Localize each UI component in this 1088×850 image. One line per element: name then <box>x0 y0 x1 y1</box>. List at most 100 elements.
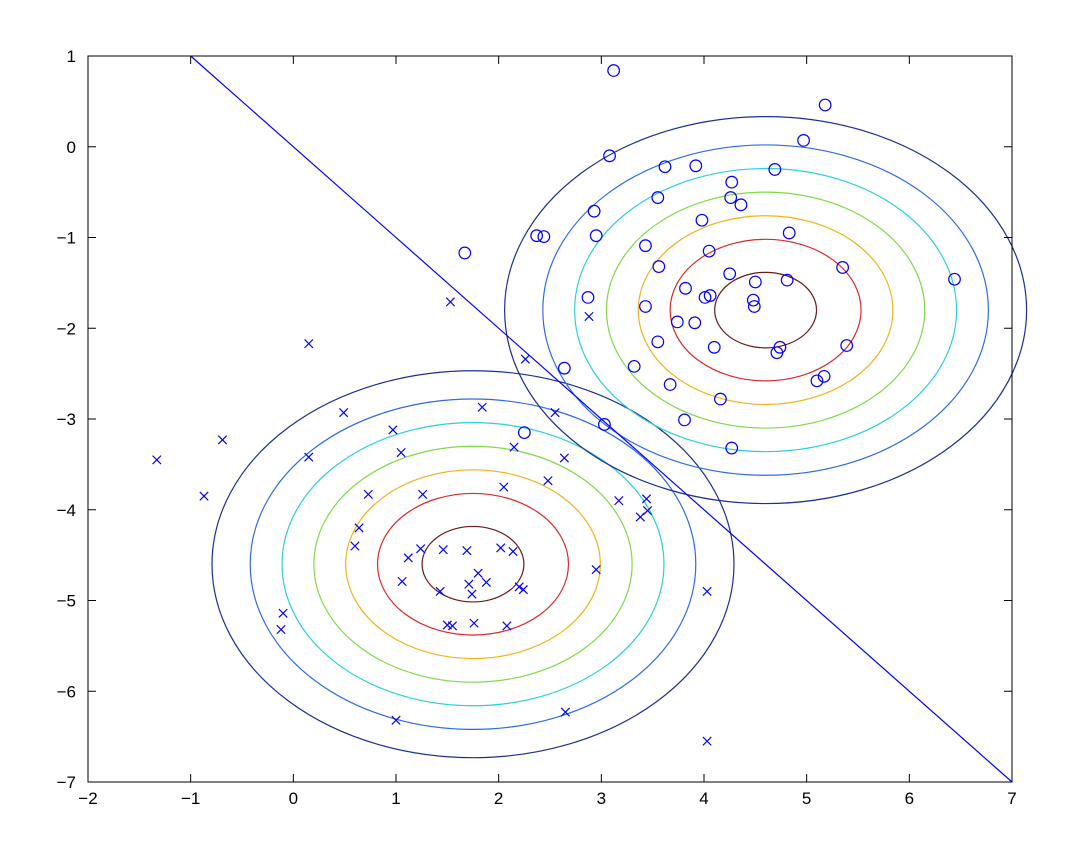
x-tick-label: 2 <box>494 789 503 808</box>
y-axis-ticks: 1 0 −1 −2 −3 −4 −5 −6 −7 <box>57 47 1012 792</box>
x-marker <box>509 442 519 452</box>
circle-marker <box>724 191 738 204</box>
circle-marker <box>603 149 616 163</box>
x-marker <box>467 589 477 599</box>
circle-marker <box>679 281 692 295</box>
circle-marker <box>639 239 652 253</box>
contour-ring <box>542 144 989 476</box>
x-marker <box>508 546 518 557</box>
x-marker <box>469 618 479 628</box>
contour-ring <box>313 445 633 683</box>
x-marker <box>462 545 472 556</box>
circle-marker <box>658 160 672 174</box>
x-marker <box>641 494 652 504</box>
circle-marker <box>817 369 831 383</box>
circle-marker <box>702 244 716 258</box>
x-marker <box>418 489 428 499</box>
circle-marker <box>707 340 721 354</box>
circle-marker <box>773 340 787 354</box>
y-tick-label: −7 <box>57 773 76 792</box>
contour-ring <box>249 398 697 730</box>
x-marker <box>560 707 571 717</box>
circle-marker <box>818 98 832 112</box>
circle-marker <box>734 198 748 212</box>
x-marker <box>473 568 483 578</box>
x-tick-label: 4 <box>699 789 708 808</box>
x-marker <box>499 482 509 492</box>
circle-marker <box>651 335 665 349</box>
x-marker <box>464 579 474 589</box>
x-marker <box>520 354 530 364</box>
contour-ring <box>376 492 570 636</box>
x-marker <box>438 545 448 555</box>
contour-ring <box>669 238 862 382</box>
x-axis-ticks: −2 −1 0 1 2 3 4 5 6 7 <box>78 56 1017 808</box>
circle-marker <box>723 267 737 281</box>
circle-marker <box>639 300 652 313</box>
circle-marker <box>678 413 691 427</box>
circle-marker <box>557 361 571 375</box>
y-tick-label: 0 <box>67 138 76 157</box>
x-marker <box>354 523 364 533</box>
contour-ring <box>281 422 665 707</box>
circle-marker <box>797 133 810 147</box>
y-tick-label: −1 <box>57 229 76 248</box>
y-tick-label: −3 <box>57 410 76 429</box>
circle-marker <box>689 159 703 173</box>
circle-marker <box>714 392 727 406</box>
x-marker <box>396 447 406 458</box>
x-marker <box>514 582 524 592</box>
y-tick-label: −5 <box>57 592 76 611</box>
contour-ring <box>574 167 958 453</box>
contour-ring <box>211 370 735 759</box>
circle-marker <box>768 163 782 176</box>
y-tick-label: −6 <box>57 682 76 701</box>
x-marker <box>481 577 491 587</box>
x-marker <box>445 297 456 307</box>
circle-marker <box>748 275 762 289</box>
circle-marker <box>652 260 666 273</box>
x-marker <box>496 543 506 553</box>
circle-marker <box>663 378 677 391</box>
circle-marker <box>651 191 665 204</box>
x-tick-label: 7 <box>1007 789 1016 808</box>
x-marker <box>518 584 528 595</box>
x-tick-label: −1 <box>181 789 200 808</box>
circle-marker <box>587 204 601 218</box>
data-markers <box>152 64 961 746</box>
circle-marker <box>725 175 739 189</box>
x-marker <box>543 476 553 486</box>
circle-marker <box>725 441 739 455</box>
x-marker <box>502 621 512 631</box>
contour-ring <box>421 525 525 603</box>
contour-ring <box>345 469 601 660</box>
x-marker <box>642 506 653 516</box>
x-tick-label: 0 <box>289 789 298 808</box>
contour-ring <box>637 215 894 406</box>
x-marker <box>403 553 413 563</box>
circle-marker <box>598 418 611 431</box>
x-marker <box>397 576 407 587</box>
contour-ring <box>605 191 926 429</box>
circle-marker <box>670 315 684 329</box>
x-marker <box>477 402 487 412</box>
x-marker <box>614 496 624 506</box>
contour-lines <box>211 116 1028 759</box>
x-marker <box>591 565 601 575</box>
circle-marker <box>840 339 854 352</box>
x-marker <box>276 624 286 635</box>
x-tick-label: −2 <box>78 789 97 808</box>
x-marker <box>304 339 314 349</box>
circle-marker <box>810 374 824 388</box>
x-marker <box>152 455 162 465</box>
x-marker <box>304 452 314 462</box>
x-marker <box>363 489 373 499</box>
circle-marker <box>458 246 472 260</box>
x-marker <box>391 715 401 725</box>
circle-marker <box>530 229 544 243</box>
x-marker <box>435 586 445 597</box>
x-marker <box>447 621 458 631</box>
contour-ring <box>714 271 818 349</box>
x-marker <box>416 544 426 554</box>
